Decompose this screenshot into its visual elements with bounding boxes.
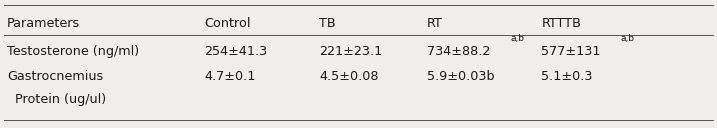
Text: Testosterone (ng/ml): Testosterone (ng/ml) bbox=[7, 45, 139, 58]
Text: 221±23.1: 221±23.1 bbox=[319, 45, 382, 58]
Text: RT: RT bbox=[427, 17, 442, 30]
Text: Protein (ug/ul): Protein (ug/ul) bbox=[7, 93, 106, 106]
Text: a,b: a,b bbox=[620, 34, 635, 43]
Text: 577±131: 577±131 bbox=[541, 45, 601, 58]
Text: 5.1±0.3: 5.1±0.3 bbox=[541, 70, 593, 83]
Text: Parameters: Parameters bbox=[7, 17, 80, 30]
Text: 734±88.2: 734±88.2 bbox=[427, 45, 490, 58]
Text: 5.9±0.03b: 5.9±0.03b bbox=[427, 70, 494, 83]
Text: RTTTB: RTTTB bbox=[541, 17, 581, 30]
Text: 254±41.3: 254±41.3 bbox=[204, 45, 267, 58]
Text: a,b: a,b bbox=[511, 34, 525, 43]
Text: 4.7±0.1: 4.7±0.1 bbox=[204, 70, 256, 83]
Text: 4.5±0.08: 4.5±0.08 bbox=[319, 70, 379, 83]
Text: Control: Control bbox=[204, 17, 251, 30]
Text: Gastrocnemius: Gastrocnemius bbox=[7, 70, 103, 83]
Text: TB: TB bbox=[319, 17, 336, 30]
